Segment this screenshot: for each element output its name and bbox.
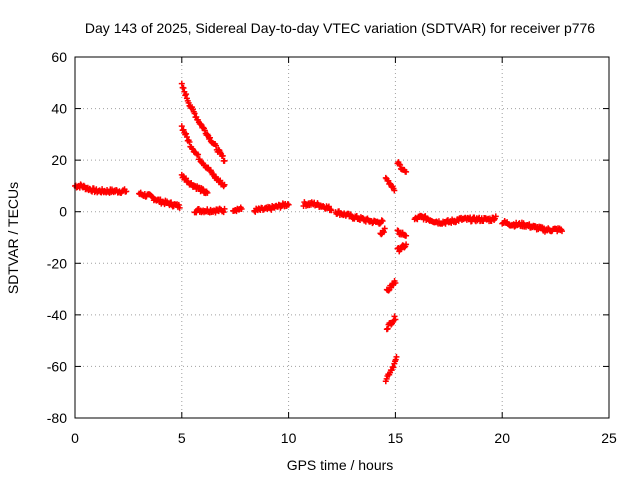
y-tick-label: -60 [47, 358, 67, 374]
data-point-marker [175, 201, 182, 208]
data-point-marker [221, 157, 228, 164]
y-tick-label: -40 [47, 307, 67, 323]
data-point-marker [212, 142, 219, 149]
series-late-trace [411, 212, 566, 235]
data-point-marker [183, 175, 190, 182]
data-point-marker [384, 325, 391, 332]
data-point-marker [204, 189, 211, 196]
x-axis-title: GPS time / hours [287, 457, 394, 473]
x-tick-label: 0 [71, 430, 79, 446]
data-point-marker [403, 241, 410, 248]
data-point-marker [185, 99, 192, 106]
data-point-marker [221, 205, 228, 212]
series-main-trace [72, 181, 386, 227]
plot-frame [74, 56, 610, 419]
data-point-marker [393, 353, 400, 360]
chart-title: Day 143 of 2025, Sidereal Day-to-day VTE… [85, 20, 595, 36]
data-point-marker [195, 151, 202, 158]
y-tick-label: 60 [51, 49, 67, 65]
data-point-marker [186, 139, 193, 146]
data-point-marker [168, 199, 175, 206]
x-tick-label: 20 [494, 430, 510, 446]
data-point-marker [285, 201, 292, 208]
data-point-marker [388, 284, 395, 291]
data-point-marker [221, 181, 228, 188]
data-point-marker [200, 186, 207, 193]
x-tick-label: 15 [388, 430, 404, 446]
data-point-marker [183, 91, 190, 98]
y-tick-label: 20 [51, 152, 67, 168]
data-point-marker [390, 364, 397, 371]
data-point-marker [403, 232, 410, 239]
series-arc-1 [178, 80, 228, 164]
data-point-marker [193, 113, 200, 120]
data-point-marker [178, 80, 185, 87]
data-layer [72, 80, 566, 385]
data-point-marker [379, 217, 386, 224]
series-arc-3 [178, 171, 211, 197]
x-tick-label: 25 [601, 430, 617, 446]
data-point-marker [178, 123, 185, 130]
data-point-marker [217, 177, 224, 184]
data-point-marker [123, 188, 130, 195]
data-point-marker [396, 161, 403, 168]
data-point-marker [492, 213, 499, 220]
data-point-marker [220, 209, 227, 216]
data-point-marker [197, 120, 204, 127]
data-point-marker [380, 229, 387, 236]
y-tick-label: -80 [47, 410, 67, 426]
data-point-marker [559, 228, 566, 235]
y-axis-title: SDTVAR / TECUs [5, 182, 21, 294]
data-point-marker [328, 207, 335, 214]
data-point-marker [201, 127, 208, 134]
data-point-marker [385, 287, 392, 294]
data-point-marker [191, 110, 198, 117]
x-tick-label: 5 [178, 430, 186, 446]
label-layer: 0 5 10 15 20 25 -80 -60 -40 -20 0 20 40 60 [47, 49, 617, 446]
data-point-marker [180, 126, 187, 133]
data-point-marker [182, 92, 189, 99]
data-point-marker [401, 244, 408, 251]
y-tick-label: -20 [47, 255, 67, 271]
x-tick-label: 10 [281, 430, 297, 446]
series-arc-2 [178, 123, 228, 190]
data-point-marker [206, 134, 213, 141]
data-point-marker [176, 204, 183, 211]
data-point-marker [392, 280, 399, 287]
data-point-marker [381, 225, 388, 232]
data-point-marker [219, 152, 226, 159]
data-point-marker [391, 187, 398, 194]
data-point-marker [397, 161, 404, 168]
y-tick-label: 0 [59, 204, 67, 220]
grid-layer [75, 57, 609, 418]
tick-layer [74, 56, 610, 419]
data-point-marker [183, 134, 190, 141]
y-tick-label: 40 [51, 101, 67, 117]
data-point-marker [391, 313, 398, 320]
data-point-marker [183, 130, 190, 137]
data-point-marker [327, 206, 334, 213]
data-point-marker [403, 168, 410, 175]
data-point-marker [180, 84, 187, 91]
data-point-marker [238, 206, 245, 213]
data-point-marker [392, 316, 399, 323]
data-point-marker [383, 375, 390, 382]
series-near-15h [377, 159, 410, 385]
